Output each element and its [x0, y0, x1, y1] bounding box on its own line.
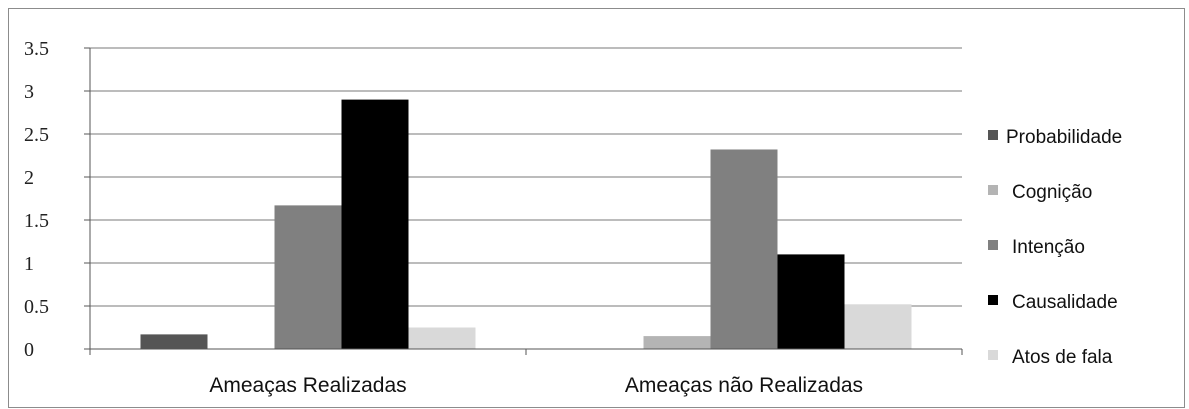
- y-axis-ticks: 0 0.5 1 1.5 2 2.5 3 3.5: [24, 38, 49, 361]
- legend-swatch: [988, 130, 998, 140]
- legend-label: Atos de fala: [1012, 347, 1113, 368]
- bar: Cognição — Ameaças não Realizadas: 0.15: [643, 336, 711, 349]
- legend-swatch: [988, 350, 998, 360]
- y-tick-label: 1: [24, 253, 34, 275]
- legend-label: Causalidade: [1012, 292, 1118, 313]
- legend: Probabilidade Cognição Intenção Causalidade…: [988, 127, 1122, 368]
- bars: Probabilidade — Ameaças Realizadas: 0.17…: [140, 99, 912, 349]
- y-tick-label: 0: [24, 339, 34, 361]
- x-category-label: Ameaças não Realizadas: [625, 374, 863, 397]
- legend-label: Intenção: [1012, 237, 1085, 258]
- y-tick-label: 3: [24, 81, 34, 103]
- legend-label: Cognição: [1012, 182, 1092, 203]
- bar: Atos de fala — Ameaças Realizadas: 0.25: [408, 327, 476, 349]
- bar: Causalidade — Ameaças não Realizadas: 1.…: [777, 254, 845, 349]
- legend-swatch: [988, 240, 998, 250]
- y-tick-label: 2: [24, 167, 34, 189]
- legend-swatch: [988, 295, 998, 305]
- y-tick-label: 3.5: [24, 38, 49, 60]
- bar: Probabilidade — Ameaças Realizadas: 0.17: [140, 334, 208, 349]
- bar: Intenção — Ameaças Realizadas: 1.67: [274, 205, 342, 349]
- bar: Atos de fala — Ameaças não Realizadas: 0…: [844, 304, 912, 349]
- y-tick-label: 2.5: [24, 124, 49, 146]
- y-tick-label: 1.5: [24, 210, 49, 232]
- bar: Causalidade — Ameaças Realizadas: 2.9: [341, 99, 409, 349]
- x-axis-categories: Ameaças Realizadas Ameaças não Realizadas: [209, 374, 863, 397]
- y-tick-label: 0.5: [24, 296, 49, 318]
- legend-label: Probabilidade: [1006, 127, 1122, 148]
- legend-swatch: [988, 185, 998, 195]
- x-category-label: Ameaças Realizadas: [209, 374, 406, 397]
- bar: Intenção — Ameaças não Realizadas: 2.32: [710, 149, 778, 349]
- axes: [84, 47, 963, 355]
